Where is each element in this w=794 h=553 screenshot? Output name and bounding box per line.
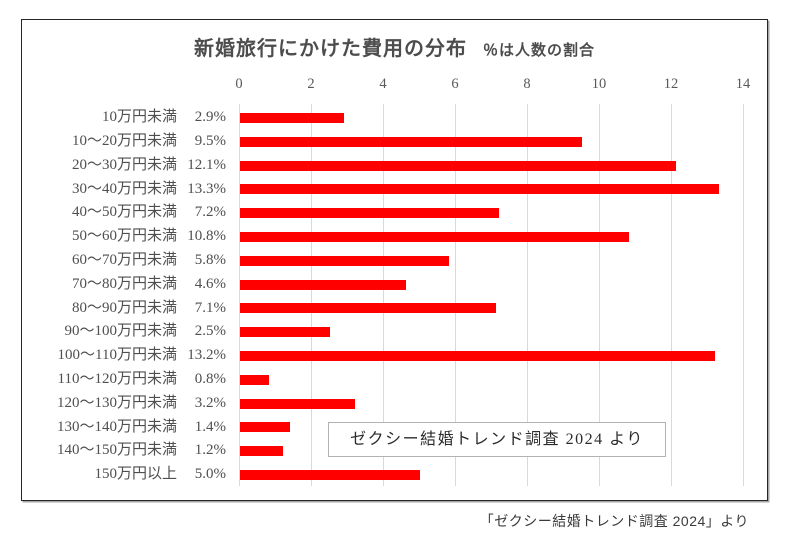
bar — [240, 255, 449, 266]
gridline — [599, 104, 600, 486]
gridline — [239, 104, 240, 486]
value-label: 7.1% — [194, 299, 226, 316]
x-tick-label: 12 — [663, 76, 679, 92]
bar — [240, 113, 345, 124]
bar-row: 80～90万円未満 7.1% — [22, 297, 767, 321]
value-label: 1.4% — [194, 418, 226, 435]
x-tick-label: 0 — [235, 76, 243, 92]
value-label: 0.8% — [194, 371, 226, 387]
x-tick-label: 4 — [379, 76, 387, 92]
bar — [240, 232, 629, 243]
bar-row: 30～40万円未満 13.3% — [22, 178, 767, 202]
gridline — [743, 104, 744, 486]
bar-row: 10万円未満 2.9% — [22, 106, 767, 130]
value-label: 3.2% — [194, 394, 226, 411]
bar-row: 140～150万円未満 1.2% — [22, 439, 767, 463]
bar — [240, 446, 284, 457]
category-label: 140～150万円未満 — [56, 442, 177, 459]
category-label: 30～40万円未満 — [71, 180, 177, 197]
gridline — [311, 104, 312, 486]
bar-row: 90～100万円未満 2.5% — [22, 320, 767, 344]
bar-row: 120～130万円未満 3.2% — [22, 392, 767, 416]
category-label: 80～90万円未満 — [71, 299, 177, 316]
bar — [240, 160, 676, 171]
value-label: 9.5% — [194, 133, 226, 149]
category-label: 50～60万円未満 — [71, 228, 177, 245]
value-label: 4.6% — [194, 275, 226, 292]
bar — [240, 398, 356, 409]
gridline — [383, 104, 384, 486]
bar — [240, 279, 406, 290]
value-label: 2.9% — [194, 109, 226, 126]
bar-row: 40～50万円未満 7.2% — [22, 201, 767, 225]
category-label: 150万円以上 — [94, 466, 177, 483]
x-tick-label: 6 — [451, 76, 459, 92]
category-label: 20～30万円未満 — [71, 156, 177, 173]
value-label: 7.2% — [194, 204, 226, 221]
category-label: 40～50万円未満 — [71, 204, 177, 221]
x-tick-label: 14 — [735, 76, 751, 92]
plot-gridlines — [22, 104, 767, 486]
x-tick-label: 8 — [523, 76, 531, 92]
gridline — [455, 104, 456, 486]
category-label: 130～140万円未満 — [56, 418, 177, 435]
bar-row: 150万円以上 5.0% — [22, 463, 767, 487]
bar — [240, 351, 716, 362]
bar-rows: 10万円未満 2.9% 10～20万円未満 9.5% 20～30万円未満 12.1% 30～… — [22, 20, 767, 500]
category-label: 110～120万円未満 — [57, 371, 177, 387]
value-label: 13.3% — [187, 180, 226, 197]
value-label: 5.0% — [194, 466, 226, 483]
chart-frame: 新婚旅行にかけた費用の分布 ％は人数の割合 0 2 4 6 8 10 12 14 10万円未満 2… — [21, 19, 768, 501]
category-label: 90～100万円未満 — [64, 323, 177, 340]
bar — [240, 422, 291, 433]
category-label: 60～70万円未満 — [71, 252, 177, 268]
bar — [240, 184, 719, 195]
category-label: 10万円未満 — [101, 109, 177, 126]
category-label: 100～110万円未満 — [57, 347, 177, 364]
bar — [240, 327, 330, 338]
x-axis-tick-labels: 0 2 4 6 8 10 12 14 — [22, 76, 767, 100]
bar-row: 10～20万円未満 9.5% — [22, 130, 767, 154]
category-label: 70～80万円未満 — [71, 275, 177, 292]
source-caption: 「ゼクシー結婚トレンド調査 2024」より — [479, 513, 749, 529]
category-label: 10～20万円未満 — [71, 133, 177, 149]
value-label: 1.2% — [194, 442, 226, 459]
bar — [240, 136, 582, 147]
bar — [240, 208, 500, 219]
chart-title-sub: ％は人数の割合 — [482, 42, 595, 59]
category-label: 120～130万円未満 — [56, 394, 177, 411]
gridline — [527, 104, 528, 486]
bar — [240, 303, 496, 314]
chart-title: 新婚旅行にかけた費用の分布 ％は人数の割合 — [22, 32, 767, 61]
value-label: 10.8% — [187, 228, 226, 245]
x-tick-label: 2 — [307, 76, 315, 92]
bar-row: 60～70万円未満 5.8% — [22, 249, 767, 273]
value-label: 12.1% — [187, 156, 226, 173]
bar-row: 110～120万円未満 0.8% — [22, 368, 767, 392]
bar-row: 50～60万円未満 10.8% — [22, 225, 767, 249]
bar-row: 70～80万円未満 4.6% — [22, 273, 767, 297]
gridline — [671, 104, 672, 486]
bar-row: 20～30万円未満 12.1% — [22, 154, 767, 178]
chart-title-main: 新婚旅行にかけた費用の分布 — [193, 38, 467, 60]
bar-row: 100～110万円未満 13.2% — [22, 344, 767, 368]
bar — [240, 374, 269, 385]
source-annotation-box: ゼクシー結婚トレンド調査 2024 より — [328, 422, 666, 457]
value-label: 5.8% — [194, 252, 226, 268]
bar — [240, 470, 420, 481]
value-label: 13.2% — [187, 347, 226, 364]
bar-row: 130～140万円未満 1.4% — [22, 416, 767, 440]
value-label: 2.5% — [194, 323, 226, 340]
x-tick-label: 10 — [591, 76, 607, 92]
